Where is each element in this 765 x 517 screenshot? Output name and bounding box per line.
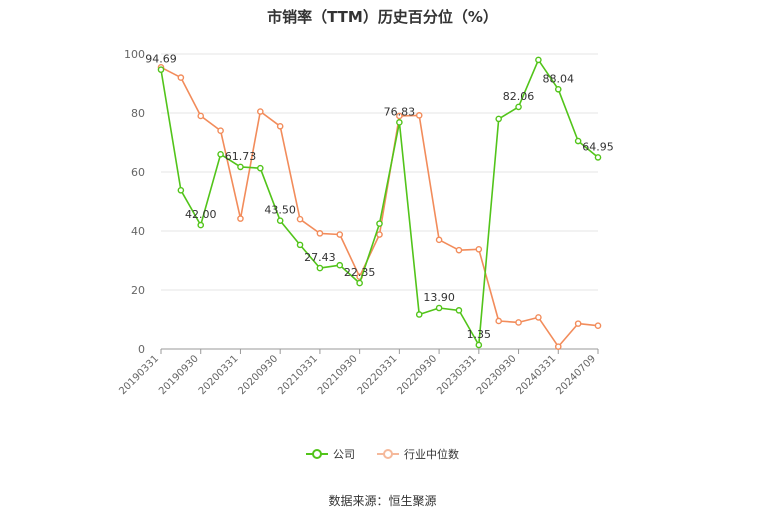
data-label-company: 64.95 [582, 140, 614, 153]
data-point-company [316, 264, 324, 272]
x-tick-label: 20240709 [554, 353, 598, 397]
legend-company-marker-icon [306, 449, 328, 459]
data-point-industry [495, 317, 502, 325]
data-label-company: 82.06 [503, 90, 535, 103]
data-label-company: 88.04 [543, 72, 575, 85]
data-point-company [435, 304, 443, 312]
x-tick-label: 20210930 [316, 353, 360, 397]
data-point-industry [296, 215, 304, 223]
y-tick-label: 60 [131, 166, 145, 179]
data-point-industry [336, 231, 344, 238]
data-point-company [415, 311, 423, 318]
data-point-company [197, 221, 205, 229]
data-point-industry [554, 343, 562, 350]
line-chart: 0 20 40 60 80 100 2019033120190930202003312020… [117, 48, 614, 397]
y-tick-label: 80 [131, 107, 145, 120]
data-point-industry [177, 74, 185, 81]
data-point-industry [237, 215, 244, 222]
data-point-company [157, 66, 165, 73]
data-point-industry [574, 320, 582, 327]
data-point-company [554, 85, 562, 93]
x-tick-label: 20220930 [395, 353, 439, 397]
y-tick-label: 0 [138, 343, 145, 356]
x-tick-label: 20200930 [237, 353, 281, 397]
data-point-industry [276, 122, 284, 130]
x-tick-label: 20220331 [356, 353, 400, 397]
source-note: 数据来源：恒生聚源 [328, 494, 437, 508]
data-point-company [475, 341, 483, 349]
data-point-industry [455, 246, 463, 254]
data-point-industry [475, 245, 483, 253]
data-point-company [237, 163, 244, 171]
y-tick-label: 20 [131, 284, 145, 297]
data-point-company [515, 103, 522, 111]
data-label-company: 76.83 [384, 105, 416, 118]
data-label-company: 1.35 [467, 328, 492, 341]
data-point-company [177, 186, 185, 194]
x-tick-label: 20190930 [157, 353, 201, 397]
legend-company-label: 公司 [333, 448, 355, 461]
data-point-industry [217, 127, 224, 134]
x-tick-label: 20200331 [197, 353, 241, 397]
x-tick-label: 20230331 [435, 353, 479, 397]
series-line-industry [160, 66, 599, 348]
data-point-company [574, 137, 582, 145]
data-label-company: 22.35 [344, 266, 376, 279]
legend-industry-label: 行业中位数 [404, 448, 459, 461]
data-label-company: 27.43 [304, 251, 336, 264]
chart-legend: 公司 行业中位数 [0, 446, 765, 462]
data-point-company [356, 279, 363, 287]
data-point-industry [197, 112, 205, 120]
legend-item-company[interactable]: 公司 [306, 446, 355, 462]
data-point-company [276, 217, 284, 224]
data-point-company [594, 154, 602, 161]
data-point-company [257, 164, 264, 172]
data-label-company: 43.50 [264, 204, 296, 217]
data-point-company [336, 261, 344, 269]
data-point-industry [594, 322, 602, 329]
data-point-company [376, 220, 383, 227]
legend-item-industry[interactable]: 行业中位数 [377, 446, 459, 462]
data-point-industry [435, 236, 443, 244]
data-point-industry [396, 112, 403, 120]
data-point-company [217, 150, 224, 158]
data-point-industry [376, 231, 383, 238]
data-point-industry [257, 108, 264, 115]
x-tick-label: 20190331 [117, 353, 161, 397]
y-tick-label: 100 [124, 48, 145, 61]
data-point-company [296, 241, 304, 249]
data-point-company [535, 56, 542, 64]
data-label-company: 61.73 [225, 150, 257, 163]
legend-industry-marker-icon [377, 449, 399, 459]
x-tick-label: 20210331 [276, 353, 320, 397]
data-point-industry [535, 314, 542, 321]
data-point-company [495, 115, 502, 123]
data-label-company: 13.90 [423, 291, 455, 304]
x-tick-label: 20240331 [515, 353, 559, 397]
data-point-company [455, 307, 463, 314]
data-point-industry [316, 230, 324, 237]
chart-title: 市销率（TTM）历史百分位（%） [267, 8, 498, 26]
data-point-company [396, 119, 403, 126]
y-tick-label: 40 [131, 225, 145, 238]
data-point-industry [415, 112, 423, 119]
data-point-industry [515, 319, 522, 326]
x-tick-label: 20230930 [475, 353, 519, 397]
data-label-company: 94.69 [145, 53, 177, 66]
data-label-company: 42.00 [185, 208, 217, 221]
